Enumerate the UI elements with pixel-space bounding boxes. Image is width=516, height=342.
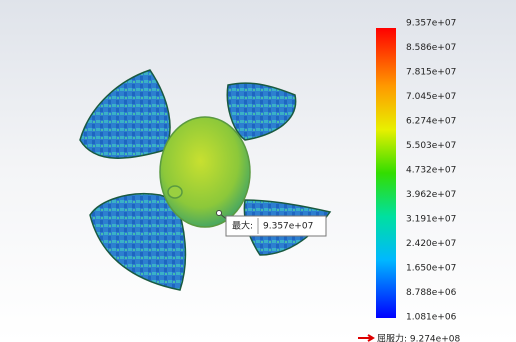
page: 最大: 9.357e+07 屈服力: 9.274e+08 9.357e+07 8.…: [0, 0, 516, 342]
legend-label: 8.788e+06: [406, 288, 457, 298]
legend-label: 2.420e+07: [406, 239, 456, 249]
legend-label: 6.274e+07: [406, 117, 456, 127]
viewport: 最大: 9.357e+07 屈服力: 9.274e+08 9.357e+07 8.…: [0, 0, 516, 342]
legend-label: 1.081e+06: [406, 313, 457, 323]
yield-label: 屈服力: 9.274e+08: [377, 333, 460, 342]
legend-label: 7.045e+07: [406, 92, 456, 102]
color-bar: [376, 28, 396, 318]
legend-label: 3.191e+07: [406, 215, 456, 225]
legend-label: 3.962e+07: [406, 190, 456, 200]
legend-label: 4.732e+07: [406, 166, 456, 176]
callout-point: [217, 211, 222, 216]
legend-label: 7.815e+07: [406, 68, 456, 78]
legend-label: 9.357e+07: [406, 19, 456, 29]
callout-label: 最大:: [232, 220, 253, 232]
legend-label: 8.586e+07: [406, 43, 456, 53]
legend-label: 5.503e+07: [406, 141, 456, 151]
legend-label: 1.650e+07: [406, 264, 456, 274]
callout-value: 9.357e+07: [263, 222, 313, 232]
